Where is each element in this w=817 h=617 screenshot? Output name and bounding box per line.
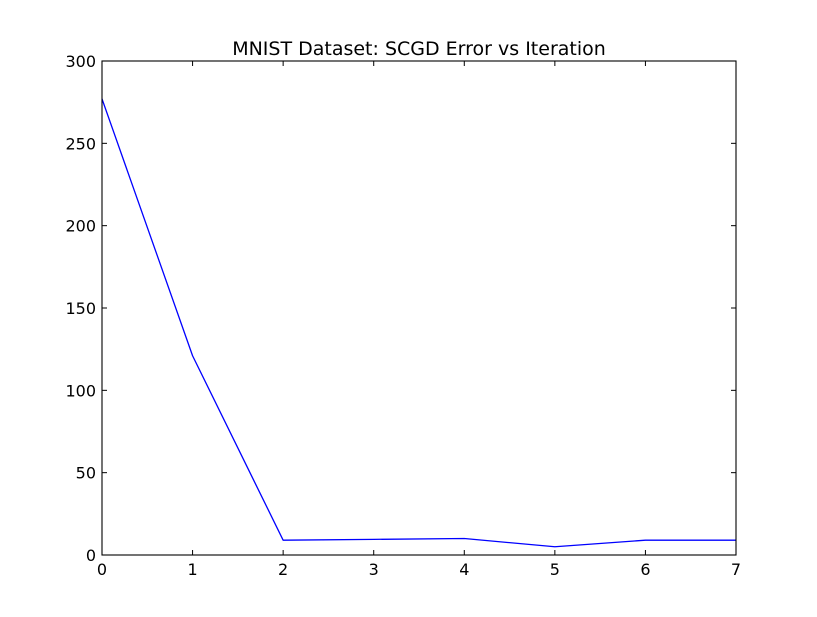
y-tick-label-0: 0 xyxy=(86,546,96,565)
x-tick-label-6: 6 xyxy=(640,560,650,579)
plot-area: 0 1 2 3 4 5 6 7 0 50 100 150 200 250 300 xyxy=(65,52,741,579)
x-tick-label-7: 7 xyxy=(731,560,741,579)
y-tick-label-5: 250 xyxy=(65,134,96,153)
y-tick-label-1: 50 xyxy=(76,464,96,483)
x-tick-label-1: 1 xyxy=(187,560,197,579)
y-tick-label-3: 150 xyxy=(65,299,96,318)
axes-frame xyxy=(101,60,737,556)
y-tick-label-2: 100 xyxy=(65,381,96,400)
x-tick-label-3: 3 xyxy=(369,560,379,579)
series-line-0 xyxy=(101,98,736,548)
y-tick-label-4: 200 xyxy=(65,217,96,236)
chart-title: MNIST Dataset: SCGD Error vs Iteration xyxy=(232,38,606,60)
x-tick-label-0: 0 xyxy=(97,560,107,579)
y-tick-label-6: 300 xyxy=(65,52,96,71)
x-tick-label-2: 2 xyxy=(278,560,288,579)
x-tick-label-5: 5 xyxy=(550,560,560,579)
x-tick-label-4: 4 xyxy=(459,560,469,579)
